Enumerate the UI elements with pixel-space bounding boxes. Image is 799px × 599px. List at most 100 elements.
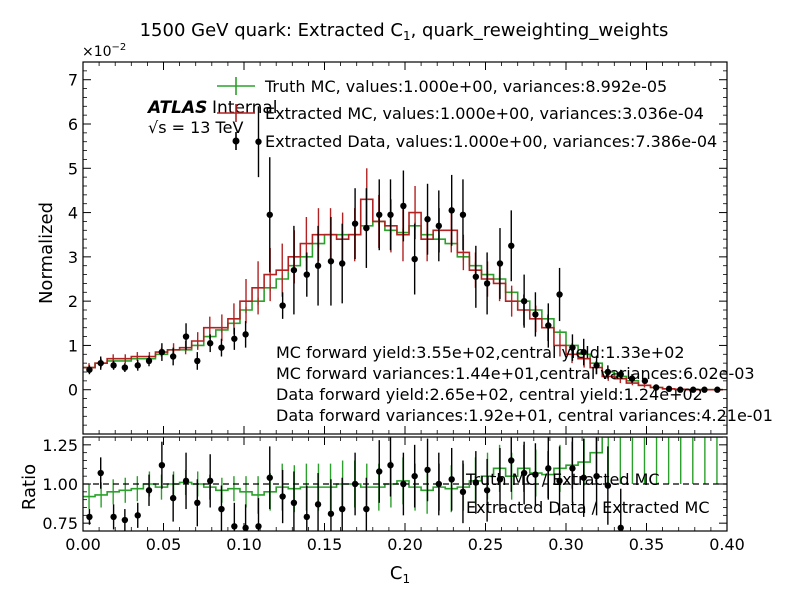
legend-ratio-truth: Truth MC / Extracted MC: [465, 470, 660, 489]
y-tick-label: 0: [68, 381, 78, 400]
ratio-y-tick-label: 1.00: [42, 475, 78, 494]
annotation-mc-variances: MC forward variances:1.44e+01,central va…: [276, 364, 755, 383]
main-series-group: [83, 106, 723, 393]
ratio-plot-area: 0.00 0.05 0.10 0.15 0.20 0.25 0.30 0.35 0.40 0.75…: [42, 436, 744, 554]
legend-ratio: Truth MC / Extracted MC Extracted Data /…: [465, 470, 710, 517]
y-tick-label: 6: [68, 115, 78, 134]
data-point-extracted-data-extracted-mc: [110, 513, 117, 521]
x-tick-label: 0.20: [387, 535, 423, 554]
x-tick-label: 0.10: [226, 535, 262, 554]
data-point-extracted-data: [400, 202, 407, 210]
data-point-extracted-data: [483, 280, 491, 287]
data-point-extracted-data-extracted-mc: [617, 524, 624, 531]
data-point-extracted-data-extracted-mc: [496, 476, 504, 483]
data-point-extracted-data: [472, 273, 480, 280]
data-point-extracted-data: [520, 297, 528, 305]
atlas-label: ATLAS: [146, 98, 207, 118]
y-tick-label: 3: [68, 248, 78, 267]
x-tick-label: 0.35: [629, 535, 665, 554]
data-point-extracted-data: [242, 331, 249, 338]
data-point-extracted-data-extracted-mc: [580, 474, 587, 481]
data-point-extracted-data-extracted-mc: [169, 494, 177, 502]
data-point-extracted-data-extracted-mc: [520, 469, 528, 477]
data-point-extracted-data: [628, 375, 636, 382]
data-point-extracted-data: [351, 220, 359, 227]
data-point-extracted-data: [532, 311, 539, 318]
data-point-extracted-data: [569, 344, 576, 351]
data-point-extracted-data: [303, 271, 310, 278]
data-point-extracted-data: [448, 207, 455, 214]
data-point-extracted-data: [652, 384, 660, 391]
data-point-extracted-data: [580, 348, 587, 356]
data-point-extracted-data-extracted-mc: [424, 466, 431, 474]
data-point-extracted-data: [327, 258, 335, 265]
y-tick-label: 4: [68, 204, 78, 223]
data-point-extracted-data: [158, 348, 166, 356]
data-point-extracted-data: [339, 260, 346, 267]
data-point-extracted-data-extracted-mc: [279, 493, 286, 500]
x-axis-label: C1: [390, 563, 410, 586]
x-tick-label: 0.00: [65, 535, 101, 554]
data-point-extracted-data: [641, 377, 649, 385]
data-point-extracted-data: [255, 138, 262, 145]
data-point-extracted-data: [545, 322, 552, 329]
annotation-data-variances: Data forward variances:1.92e+01, central…: [276, 406, 773, 425]
annotation-mc-yield: MC forward yield:3.55e+02,central yield:…: [276, 343, 685, 362]
data-point-extracted-data-extracted-mc: [290, 499, 298, 506]
annotation-block: MC forward yield:3.55e+02,central yield:…: [276, 343, 773, 425]
data-point-extracted-data: [556, 291, 563, 298]
data-point-extracted-data: [701, 386, 708, 393]
data-point-extracted-data: [121, 364, 129, 371]
legend-item-data: Extracted Data, values:1.000e+00, varian…: [265, 132, 717, 151]
legend-item-extracted-mc: Extracted MC, values:1.000e+00, variance…: [265, 104, 704, 123]
data-point-extracted-data-extracted-mc: [158, 462, 166, 469]
ratio-y-tick-label: 0.75: [42, 514, 78, 533]
data-point-extracted-data-extracted-mc: [194, 499, 201, 506]
series-line-extracted-mc: [83, 198, 723, 391]
data-point-extracted-data-extracted-mc: [483, 487, 491, 494]
y-axis-label-bottom: Ratio: [19, 464, 40, 510]
data-point-extracted-data: [169, 353, 177, 360]
data-point-extracted-data: [376, 211, 383, 218]
data-point-extracted-data-extracted-mc: [182, 477, 190, 485]
data-point-extracted-data-extracted-mc: [508, 457, 515, 464]
data-point-extracted-data-extracted-mc: [86, 513, 93, 521]
data-point-extracted-data-extracted-mc: [593, 472, 600, 480]
data-point-extracted-data: [677, 386, 684, 393]
data-point-extracted-data: [182, 333, 190, 340]
x-tick-label: 0.15: [307, 535, 343, 554]
annotation-data-yield: Data forward yield:2.65e+02, central yie…: [276, 385, 703, 404]
chart-title: 1500 GeV quark: Extracted C1, quark_rewe…: [140, 20, 669, 43]
data-point-extracted-data: [714, 386, 721, 393]
y-tick-label: 5: [68, 159, 78, 178]
data-point-extracted-data-extracted-mc: [545, 465, 552, 472]
data-point-extracted-data: [411, 255, 418, 263]
data-point-extracted-data-extracted-mc: [569, 465, 576, 472]
data-point-extracted-data-extracted-mc: [314, 501, 322, 508]
data-point-extracted-data: [424, 216, 431, 223]
data-point-extracted-data-extracted-mc: [532, 471, 539, 478]
data-point-extracted-data: [279, 302, 286, 309]
data-point-extracted-data-extracted-mc: [134, 512, 141, 519]
data-point-extracted-data-extracted-mc: [231, 523, 238, 530]
data-point-extracted-data-extracted-mc: [266, 474, 273, 481]
data-point-extracted-data: [266, 211, 273, 218]
data-point-extracted-data-extracted-mc: [218, 505, 225, 513]
data-point-extracted-data: [459, 211, 467, 218]
data-point-extracted-data: [134, 362, 141, 369]
data-point-extracted-data-extracted-mc: [97, 469, 104, 477]
data-point-extracted-data-extracted-mc: [145, 487, 153, 494]
energy-label: √s = 13 TeV: [148, 118, 243, 137]
main-plot-area: 0 1 2 3 4 5 6 7: [68, 61, 728, 435]
data-point-extracted-data-extracted-mc: [303, 513, 310, 521]
data-point-extracted-data: [604, 368, 612, 376]
data-point-extracted-data: [387, 211, 394, 218]
data-point-extracted-data-extracted-mc: [339, 505, 346, 513]
x-tick-label: 0.05: [146, 535, 182, 554]
data-point-extracted-data-extracted-mc: [363, 505, 370, 513]
data-point-extracted-data: [86, 366, 93, 373]
data-point-extracted-data: [363, 224, 370, 232]
data-point-extracted-data-extracted-mc: [255, 523, 262, 530]
data-point-extracted-data: [665, 385, 673, 393]
